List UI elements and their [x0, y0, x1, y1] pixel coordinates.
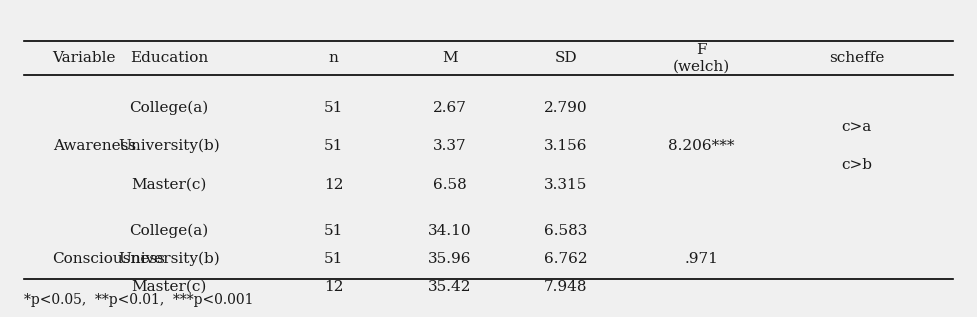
Text: College(a): College(a) — [129, 100, 208, 115]
Text: 12: 12 — [323, 280, 343, 294]
Text: Master(c): Master(c) — [131, 178, 206, 192]
Text: 3.37: 3.37 — [433, 139, 467, 153]
Text: scheffe: scheffe — [828, 51, 884, 65]
Text: 8.206***: 8.206*** — [668, 139, 735, 153]
Text: *p<0.05,  **p<0.01,  ***p<0.001: *p<0.05, **p<0.01, ***p<0.001 — [23, 294, 253, 307]
Text: 51: 51 — [323, 100, 343, 114]
Text: F
(welch): F (welch) — [673, 43, 730, 73]
Text: College(a): College(a) — [129, 224, 208, 238]
Text: 7.948: 7.948 — [544, 280, 588, 294]
Text: 6.58: 6.58 — [433, 178, 467, 192]
Text: Variable: Variable — [53, 51, 116, 65]
Text: Master(c): Master(c) — [131, 280, 206, 294]
Text: 51: 51 — [323, 224, 343, 238]
Text: 6.762: 6.762 — [544, 252, 588, 266]
Text: 51: 51 — [323, 252, 343, 266]
Text: 3.156: 3.156 — [544, 139, 588, 153]
Text: 35.96: 35.96 — [428, 252, 472, 266]
Text: Consciousness: Consciousness — [53, 252, 165, 266]
Text: Education: Education — [130, 51, 208, 65]
Text: 34.10: 34.10 — [428, 224, 472, 238]
Text: n: n — [328, 51, 338, 65]
Text: 12: 12 — [323, 178, 343, 192]
Text: c>b: c>b — [841, 158, 872, 172]
Text: 51: 51 — [323, 139, 343, 153]
Text: .971: .971 — [685, 252, 718, 266]
Text: University(b): University(b) — [118, 139, 220, 153]
Text: M: M — [442, 51, 457, 65]
Text: 6.583: 6.583 — [544, 224, 588, 238]
Text: 2.790: 2.790 — [544, 100, 588, 114]
Text: 3.315: 3.315 — [544, 178, 588, 192]
Text: c>a: c>a — [841, 120, 871, 134]
Text: Awareness: Awareness — [53, 139, 136, 153]
Text: SD: SD — [555, 51, 577, 65]
Text: University(b): University(b) — [118, 252, 220, 266]
Text: 35.42: 35.42 — [428, 280, 472, 294]
Text: 2.67: 2.67 — [433, 100, 467, 114]
